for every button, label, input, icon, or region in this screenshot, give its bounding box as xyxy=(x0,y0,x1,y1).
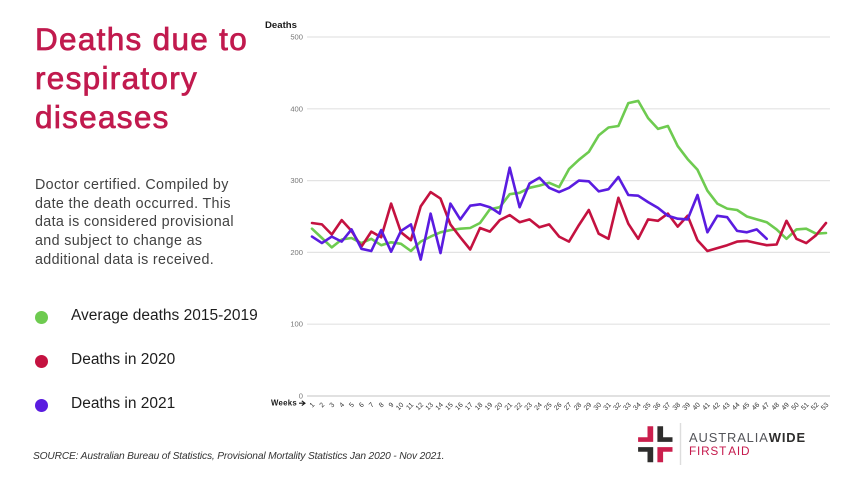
svg-text:3: 3 xyxy=(329,402,337,410)
svg-text:2: 2 xyxy=(319,402,327,410)
svg-text:29: 29 xyxy=(583,402,593,412)
svg-text:37: 37 xyxy=(662,402,672,412)
svg-text:53: 53 xyxy=(820,402,830,412)
svg-text:34: 34 xyxy=(632,402,642,412)
svg-text:11: 11 xyxy=(405,402,415,412)
svg-text:42: 42 xyxy=(711,402,721,412)
svg-text:51: 51 xyxy=(800,402,810,412)
svg-text:41: 41 xyxy=(701,402,711,412)
svg-text:40: 40 xyxy=(692,402,702,412)
svg-text:300: 300 xyxy=(290,176,303,185)
svg-text:AUSTRALIAWIDE: AUSTRALIAWIDE xyxy=(689,430,806,445)
svg-text:26: 26 xyxy=(553,402,563,412)
svg-text:7: 7 xyxy=(368,402,376,410)
svg-text:21: 21 xyxy=(504,402,514,412)
svg-text:50: 50 xyxy=(790,402,800,412)
svg-text:1: 1 xyxy=(309,402,317,410)
svg-text:23: 23 xyxy=(524,402,534,412)
svg-text:5: 5 xyxy=(348,402,356,410)
svg-text:18: 18 xyxy=(474,402,484,412)
svg-text:10: 10 xyxy=(395,402,405,412)
svg-text:39: 39 xyxy=(682,402,692,412)
svg-text:6: 6 xyxy=(358,402,366,410)
svg-text:400: 400 xyxy=(290,104,303,113)
svg-text:14: 14 xyxy=(435,402,445,412)
svg-text:22: 22 xyxy=(514,402,524,412)
svg-text:46: 46 xyxy=(751,402,761,412)
svg-text:43: 43 xyxy=(721,402,731,412)
svg-text:17: 17 xyxy=(464,402,474,412)
svg-text:Deaths: Deaths xyxy=(265,20,297,31)
svg-text:8: 8 xyxy=(378,402,386,410)
svg-text:49: 49 xyxy=(781,402,791,412)
svg-text:45: 45 xyxy=(741,402,751,412)
svg-text:Weeks: Weeks xyxy=(271,398,297,407)
svg-text:48: 48 xyxy=(771,402,781,412)
svg-text:200: 200 xyxy=(290,248,303,257)
svg-text:52: 52 xyxy=(810,402,820,412)
svg-text:500: 500 xyxy=(290,33,303,42)
svg-text:24: 24 xyxy=(533,402,543,412)
svg-text:35: 35 xyxy=(642,402,652,412)
svg-text:32: 32 xyxy=(612,402,622,412)
svg-text:0: 0 xyxy=(299,392,303,401)
svg-text:30: 30 xyxy=(593,402,603,412)
svg-text:33: 33 xyxy=(622,402,632,412)
svg-text:100: 100 xyxy=(290,320,303,329)
svg-text:9: 9 xyxy=(388,402,396,410)
svg-text:20: 20 xyxy=(494,402,504,412)
svg-text:28: 28 xyxy=(573,402,583,412)
svg-text:38: 38 xyxy=(672,402,682,412)
svg-text:27: 27 xyxy=(563,402,573,412)
svg-text:31: 31 xyxy=(603,402,613,412)
svg-text:47: 47 xyxy=(761,402,771,412)
svg-text:15: 15 xyxy=(444,402,454,412)
svg-text:44: 44 xyxy=(731,402,741,412)
svg-text:25: 25 xyxy=(543,402,553,412)
svg-text:36: 36 xyxy=(652,402,662,412)
svg-text:4: 4 xyxy=(338,402,346,410)
svg-text:19: 19 xyxy=(484,402,494,412)
svg-text:12: 12 xyxy=(415,402,425,412)
svg-text:13: 13 xyxy=(425,402,435,412)
svg-text:16: 16 xyxy=(454,402,464,412)
